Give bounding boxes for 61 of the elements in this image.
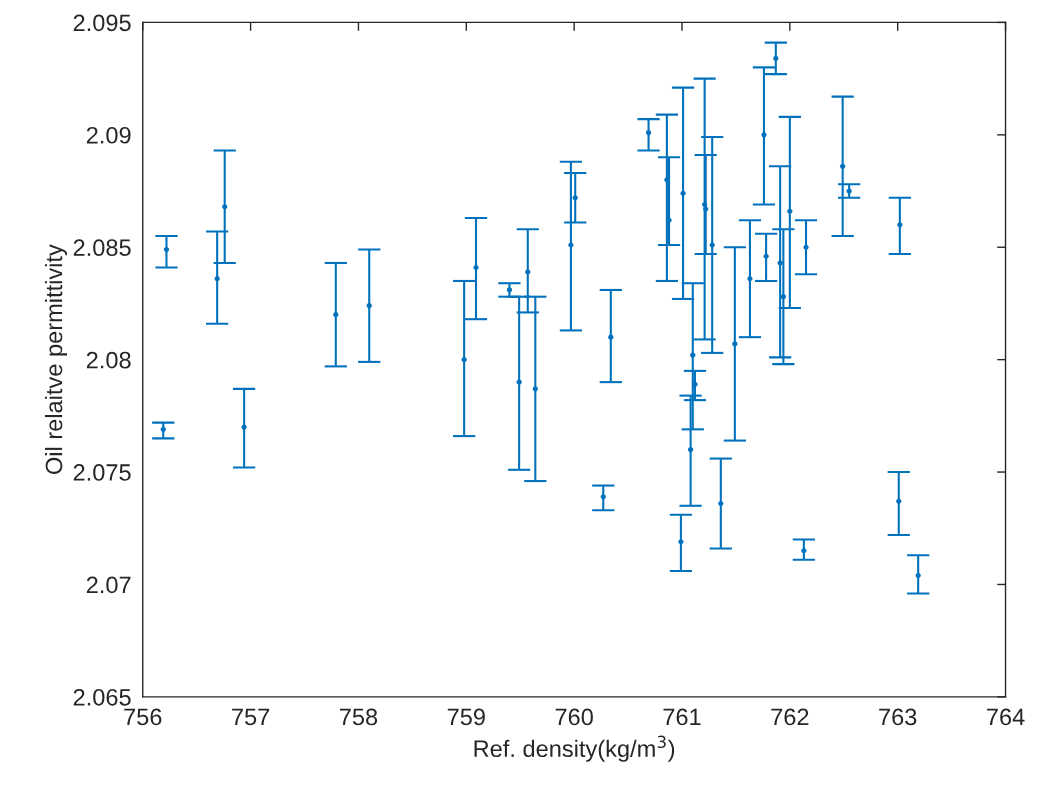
- point: [702, 201, 708, 208]
- point: [532, 386, 538, 392]
- point: [666, 217, 672, 223]
- point: [690, 352, 696, 358]
- x-tick-label: 761: [663, 708, 701, 726]
- point: [461, 357, 467, 363]
- point: [688, 446, 694, 453]
- point: [801, 548, 807, 554]
- point: [678, 539, 684, 545]
- point: [645, 129, 652, 136]
- point: [709, 242, 715, 248]
- point: [840, 163, 846, 169]
- x-tick-label: 760: [555, 708, 593, 726]
- point: [214, 276, 220, 282]
- point: [780, 294, 786, 300]
- point: [692, 381, 698, 387]
- point: [222, 204, 228, 210]
- point: [703, 206, 709, 212]
- point: [600, 494, 606, 500]
- y-tick-label: 2.075: [73, 464, 131, 481]
- point: [163, 246, 170, 253]
- y-tick-label: 2.095: [73, 14, 131, 32]
- point: [241, 424, 247, 430]
- x-tick-label: 758: [339, 708, 378, 726]
- y-tick-label: 2.085: [73, 239, 131, 257]
- point: [897, 222, 903, 228]
- point: [732, 341, 738, 347]
- x-tick-label: 759: [447, 708, 485, 726]
- point: [718, 500, 724, 507]
- point: [787, 208, 793, 214]
- y-tick-label: 2.09: [86, 126, 131, 144]
- point: [777, 260, 783, 266]
- x-axis-title: Ref. density(kg/m$^{3}$): [474, 735, 675, 762]
- point: [366, 303, 372, 309]
- x-tick-label: 763: [879, 708, 917, 726]
- point: [763, 253, 769, 259]
- point: [761, 132, 767, 138]
- point: [773, 55, 779, 61]
- point: [333, 312, 339, 318]
- x-tick-label: 762: [771, 708, 809, 726]
- point: [160, 426, 166, 432]
- point: [747, 276, 753, 282]
- point: [608, 334, 614, 340]
- y-tick-label: 2.07: [86, 576, 131, 594]
- point: [516, 379, 522, 385]
- point: [525, 269, 531, 275]
- point: [915, 572, 921, 579]
- x-tick-label: 764: [987, 708, 1025, 726]
- point: [846, 188, 852, 194]
- point: [473, 264, 479, 271]
- point: [506, 287, 513, 293]
- point: [680, 190, 686, 196]
- y-axis-title: Oil relaitve permittivity: [45, 244, 68, 474]
- point: [803, 244, 809, 250]
- y-tick-label: 2.065: [73, 688, 131, 706]
- point: [572, 195, 578, 201]
- point: [896, 498, 902, 504]
- point: [568, 242, 574, 248]
- x-tick-label: 757: [232, 708, 270, 726]
- y-tick-label: 2.08: [86, 351, 131, 369]
- x-tick-label: 756: [124, 708, 162, 726]
